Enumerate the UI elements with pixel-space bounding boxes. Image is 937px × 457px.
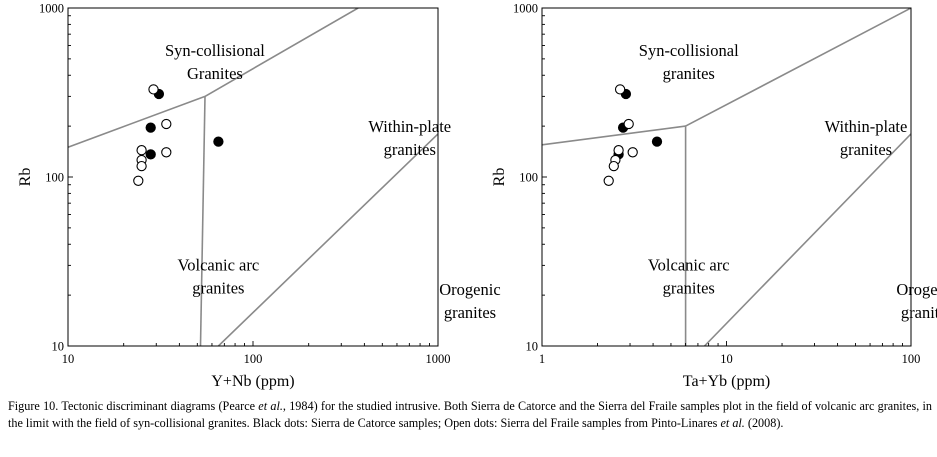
field-label-line1: Syn-collisional xyxy=(165,41,265,60)
x-tick-label: 10 xyxy=(62,352,75,366)
axis-ticks xyxy=(541,7,912,347)
field-label-line1: Within-plate xyxy=(825,117,908,136)
filled-sample-point xyxy=(145,122,156,133)
field-label-line2: granites xyxy=(840,140,892,159)
fraile-series xyxy=(603,84,638,186)
x-axis-label: Ta+Yb (ppm) xyxy=(683,373,770,390)
figure-caption: Figure 10. Tectonic discriminant diagram… xyxy=(8,399,933,430)
x-tick-label: 1 xyxy=(539,352,545,366)
field-label-line2: granites xyxy=(192,278,244,297)
open-sample-point xyxy=(623,118,634,130)
open-sample-point xyxy=(161,147,172,158)
field-label: Orogenic granites xyxy=(439,280,500,322)
field-boundaries xyxy=(68,8,438,346)
field-label-line2: granites xyxy=(663,278,715,297)
boundary-line-2 xyxy=(204,8,359,98)
boundary-line-1 xyxy=(68,95,206,148)
y-tick-label: 10 xyxy=(526,340,539,354)
y-axis-label: Rb xyxy=(17,168,34,187)
field-label-line2: granites xyxy=(663,64,715,83)
catorce-series xyxy=(145,88,224,160)
boundary-line-4 xyxy=(703,133,911,346)
chart-1: 10 100 1000 10 100 1000 Y+Nb (ppm) Rb Syn-collis… xyxy=(17,2,501,391)
y-tick-label: 100 xyxy=(45,171,64,185)
open-sample-point xyxy=(608,160,619,172)
boundary-line-2 xyxy=(685,8,911,127)
open-sample-point xyxy=(613,145,624,156)
fraile-series xyxy=(133,84,172,186)
filled-sample-point xyxy=(213,136,224,147)
field-label-line1: Orogenic xyxy=(896,280,937,299)
tectonic-diagrams: 10 100 1000 10 100 1000 Y+Nb (ppm) Rb Syn-collis… xyxy=(17,2,937,391)
field-label-line2: granites xyxy=(444,303,496,322)
field-label: Syn-collisional Granites xyxy=(165,41,265,83)
field-label-line1: Syn-collisional xyxy=(639,41,739,60)
y-tick-label: 10 xyxy=(52,340,65,354)
x-axis-label: Y+Nb (ppm) xyxy=(211,373,294,390)
field-label: Volcanic arc granites xyxy=(648,255,730,297)
open-sample-point xyxy=(136,160,147,172)
x-tick-label: 100 xyxy=(244,352,263,366)
y-axis-label: Rb xyxy=(491,168,508,187)
field-label: Within-plate granites xyxy=(825,117,908,159)
filled-sample-point xyxy=(651,136,663,147)
boundary-line-4 xyxy=(217,133,438,346)
y-tick-label: 1000 xyxy=(39,2,64,16)
open-sample-point xyxy=(133,175,144,186)
field-label-line2: granites xyxy=(384,140,436,159)
open-sample-point xyxy=(603,175,614,186)
field-label-line1: Volcanic arc xyxy=(648,255,730,274)
open-sample-point xyxy=(148,84,159,95)
field-label-line1: Within-plate xyxy=(368,117,451,136)
y-tick-label: 100 xyxy=(519,171,538,185)
field-label: Orogenic granites xyxy=(896,280,937,322)
x-tick-label: 10 xyxy=(720,352,733,366)
field-label: Volcanic arc granites xyxy=(177,255,259,297)
open-sample-point xyxy=(614,84,626,95)
boundary-line-3 xyxy=(199,96,206,346)
axis-ticks xyxy=(67,7,439,347)
x-tick-label: 100 xyxy=(902,352,921,366)
field-boundaries xyxy=(542,8,911,346)
field-label-line2: granites xyxy=(901,303,937,322)
open-sample-point xyxy=(136,145,147,156)
field-label-line2: Granites xyxy=(187,64,243,83)
y-tick-label: 1000 xyxy=(513,2,538,16)
field-label-line1: Volcanic arc xyxy=(177,255,259,274)
field-label: Syn-collisional granites xyxy=(639,41,739,83)
field-label-line1: Orogenic xyxy=(439,280,500,299)
field-label: Within-plate granites xyxy=(368,117,451,159)
filled-sample-point xyxy=(145,149,156,160)
x-tick-label: 1000 xyxy=(426,352,451,366)
open-sample-point xyxy=(627,147,638,158)
open-sample-point xyxy=(161,118,172,130)
boundary-line-1 xyxy=(542,125,686,146)
